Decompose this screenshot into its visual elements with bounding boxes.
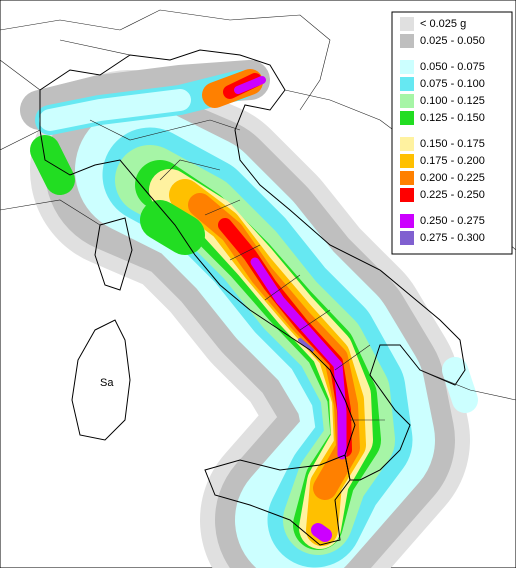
zone	[39, 89, 191, 131]
region-borders	[89, 119, 385, 421]
legend-label: 0.225 - 0.250	[420, 189, 485, 201]
sicily-coast	[204, 454, 351, 546]
legend-swatch	[400, 34, 414, 48]
legend-swatch	[400, 60, 414, 74]
sardinia-coast	[71, 319, 131, 441]
zone	[442, 357, 478, 413]
zone	[311, 523, 332, 542]
legend-label: 0.200 - 0.225	[420, 172, 485, 184]
legend-label: 0.275 - 0.300	[420, 232, 485, 244]
legend-label: 0.025 - 0.050	[420, 35, 485, 47]
legend-label: 0.175 - 0.200	[420, 155, 485, 167]
zone	[250, 257, 347, 460]
legend-label: 0.150 - 0.175	[420, 138, 485, 150]
legend-label: 0.100 - 0.125	[420, 95, 485, 107]
legend-swatch	[400, 154, 414, 168]
legend-label: < 0.025 g	[420, 18, 466, 30]
legend-label: 0.250 - 0.275	[420, 215, 485, 227]
legend-swatch	[400, 188, 414, 202]
legend-swatch	[400, 77, 414, 91]
zone	[140, 200, 205, 255]
legend-swatch	[400, 171, 414, 185]
legend-swatch	[400, 214, 414, 228]
zone	[298, 338, 314, 352]
legend-swatch	[400, 17, 414, 31]
legend: < 0.025 g 0.025 - 0.050 0.050 - 0.075 0.075…	[400, 17, 485, 245]
legend-swatch	[400, 94, 414, 108]
zone	[234, 76, 266, 94]
legend-box	[391, 11, 513, 255]
legend-swatch	[400, 231, 414, 245]
corsica-coast	[94, 217, 133, 291]
legend-label: 0.125 - 0.150	[420, 112, 485, 124]
legend-swatch	[400, 137, 414, 151]
island-label: Sa	[100, 377, 114, 389]
legend-swatch	[400, 111, 414, 125]
hazard-zones	[20, 60, 478, 568]
legend-label: 0.050 - 0.075	[420, 61, 485, 73]
legend-label: 0.075 - 0.100	[420, 78, 485, 90]
